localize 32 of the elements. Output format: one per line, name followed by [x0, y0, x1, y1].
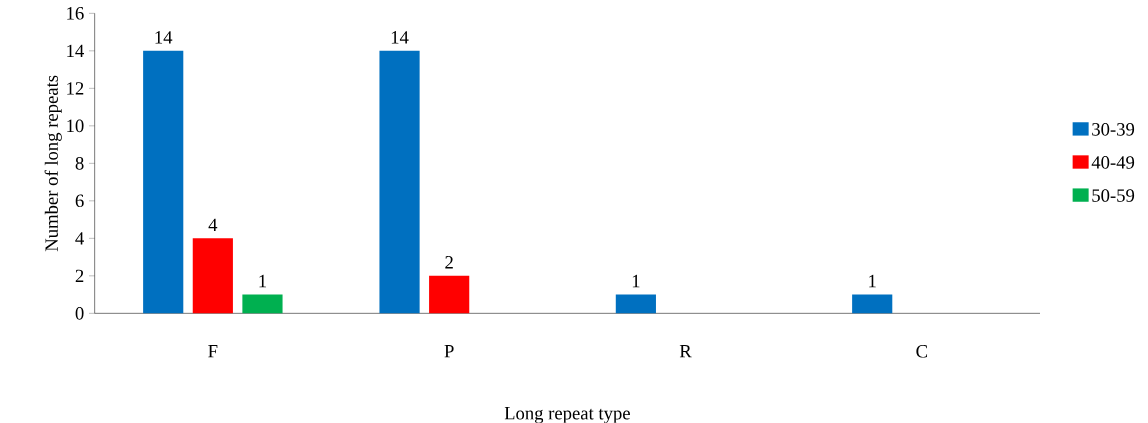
data-label: 2 — [445, 256, 453, 269]
x-tick-label: P — [444, 345, 454, 358]
bar — [192, 238, 233, 314]
y-tick-label: 12 — [67, 82, 84, 95]
y-tick-label: 10 — [67, 119, 84, 133]
data-label: 14 — [155, 31, 173, 44]
bar — [429, 275, 470, 314]
y-axis-title: Number of long repeats — [44, 75, 62, 252]
x-axis-title: Long repeat type — [504, 407, 630, 423]
data-label: 14 — [391, 31, 409, 44]
y-tick-label: 2 — [75, 269, 84, 283]
bar — [379, 50, 420, 314]
bar — [242, 294, 283, 314]
data-label: 1 — [632, 275, 640, 288]
legend-label: 50-59 — [1092, 189, 1135, 202]
y-tick-label: 0 — [75, 307, 84, 320]
bar — [615, 294, 656, 314]
y-tick-label: 8 — [75, 157, 84, 170]
legend-label: 40-49 — [1091, 156, 1135, 169]
y-tick-label: 14 — [67, 44, 84, 58]
data-label: 4 — [208, 218, 218, 232]
y-tick-label: 6 — [75, 194, 84, 208]
x-tick-label: F — [208, 345, 218, 358]
x-tick-label: C — [916, 345, 928, 358]
data-label: 1 — [259, 275, 267, 288]
bar — [852, 294, 893, 314]
legend-label: 30-39 — [1092, 123, 1135, 136]
x-tick-label: R — [679, 345, 692, 358]
bar — [143, 50, 184, 314]
y-tick-label: 16 — [67, 7, 84, 20]
y-tick-label: 4 — [75, 232, 84, 245]
data-label: 1 — [869, 275, 876, 288]
